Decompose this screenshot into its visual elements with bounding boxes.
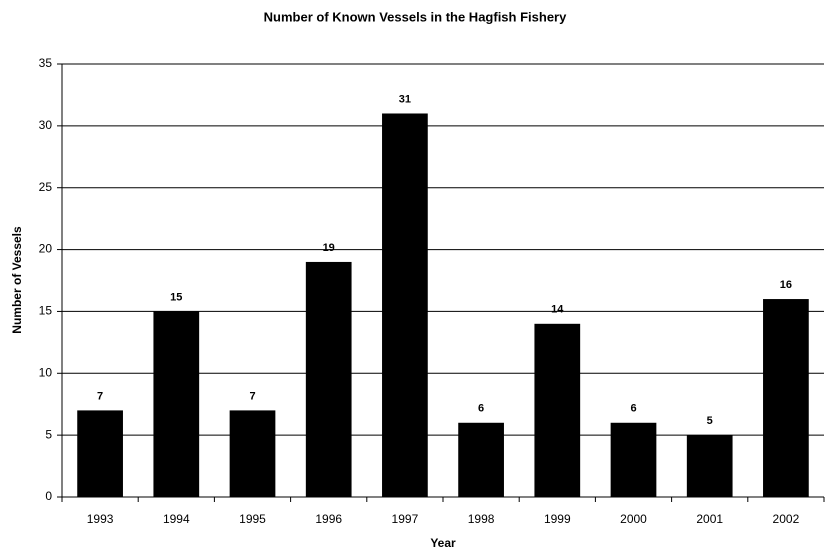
data-label: 7 [97, 390, 103, 402]
y-tick-label: 5 [45, 427, 52, 441]
bar [686, 435, 733, 497]
bar [77, 410, 123, 497]
data-label: 31 [399, 93, 411, 105]
x-tick-label: 1993 [87, 512, 114, 526]
data-label: 15 [170, 291, 182, 303]
data-label: 7 [249, 390, 255, 402]
data-label: 5 [707, 415, 713, 427]
y-tick-label: 15 [39, 304, 53, 318]
bar [534, 323, 581, 497]
data-label: 19 [323, 242, 335, 254]
data-label: 6 [630, 403, 636, 415]
x-tick-label: 2001 [696, 512, 723, 526]
y-axis-title: Number of Vessels [10, 226, 24, 334]
y-tick-label: 0 [45, 489, 52, 503]
y-tick-label: 35 [39, 56, 53, 70]
y-tick-label: 30 [39, 118, 53, 132]
y-tick-label: 20 [39, 242, 53, 256]
x-axis-title: Year [430, 536, 456, 550]
bar [153, 311, 200, 497]
x-tick-label: 1995 [239, 512, 266, 526]
bar [305, 261, 352, 497]
bar [763, 299, 809, 497]
data-label: 14 [551, 304, 564, 316]
x-tick-label: 1994 [163, 512, 190, 526]
y-tick-label: 25 [39, 180, 53, 194]
data-label: 6 [478, 403, 484, 415]
x-tick-label: 2002 [773, 512, 800, 526]
bar [458, 422, 504, 497]
bar [229, 410, 276, 497]
x-tick-label: 1999 [544, 512, 571, 526]
chart-title: Number of Known Vessels in the Hagfish F… [264, 9, 567, 24]
data-label: 16 [780, 279, 792, 291]
y-tick-label: 10 [39, 365, 53, 379]
x-tick-label: 1997 [392, 512, 419, 526]
x-tick-label: 1998 [468, 512, 495, 526]
x-tick-label: 1996 [315, 512, 342, 526]
bar [382, 113, 428, 497]
bar [610, 422, 657, 497]
x-tick-label: 2000 [620, 512, 647, 526]
